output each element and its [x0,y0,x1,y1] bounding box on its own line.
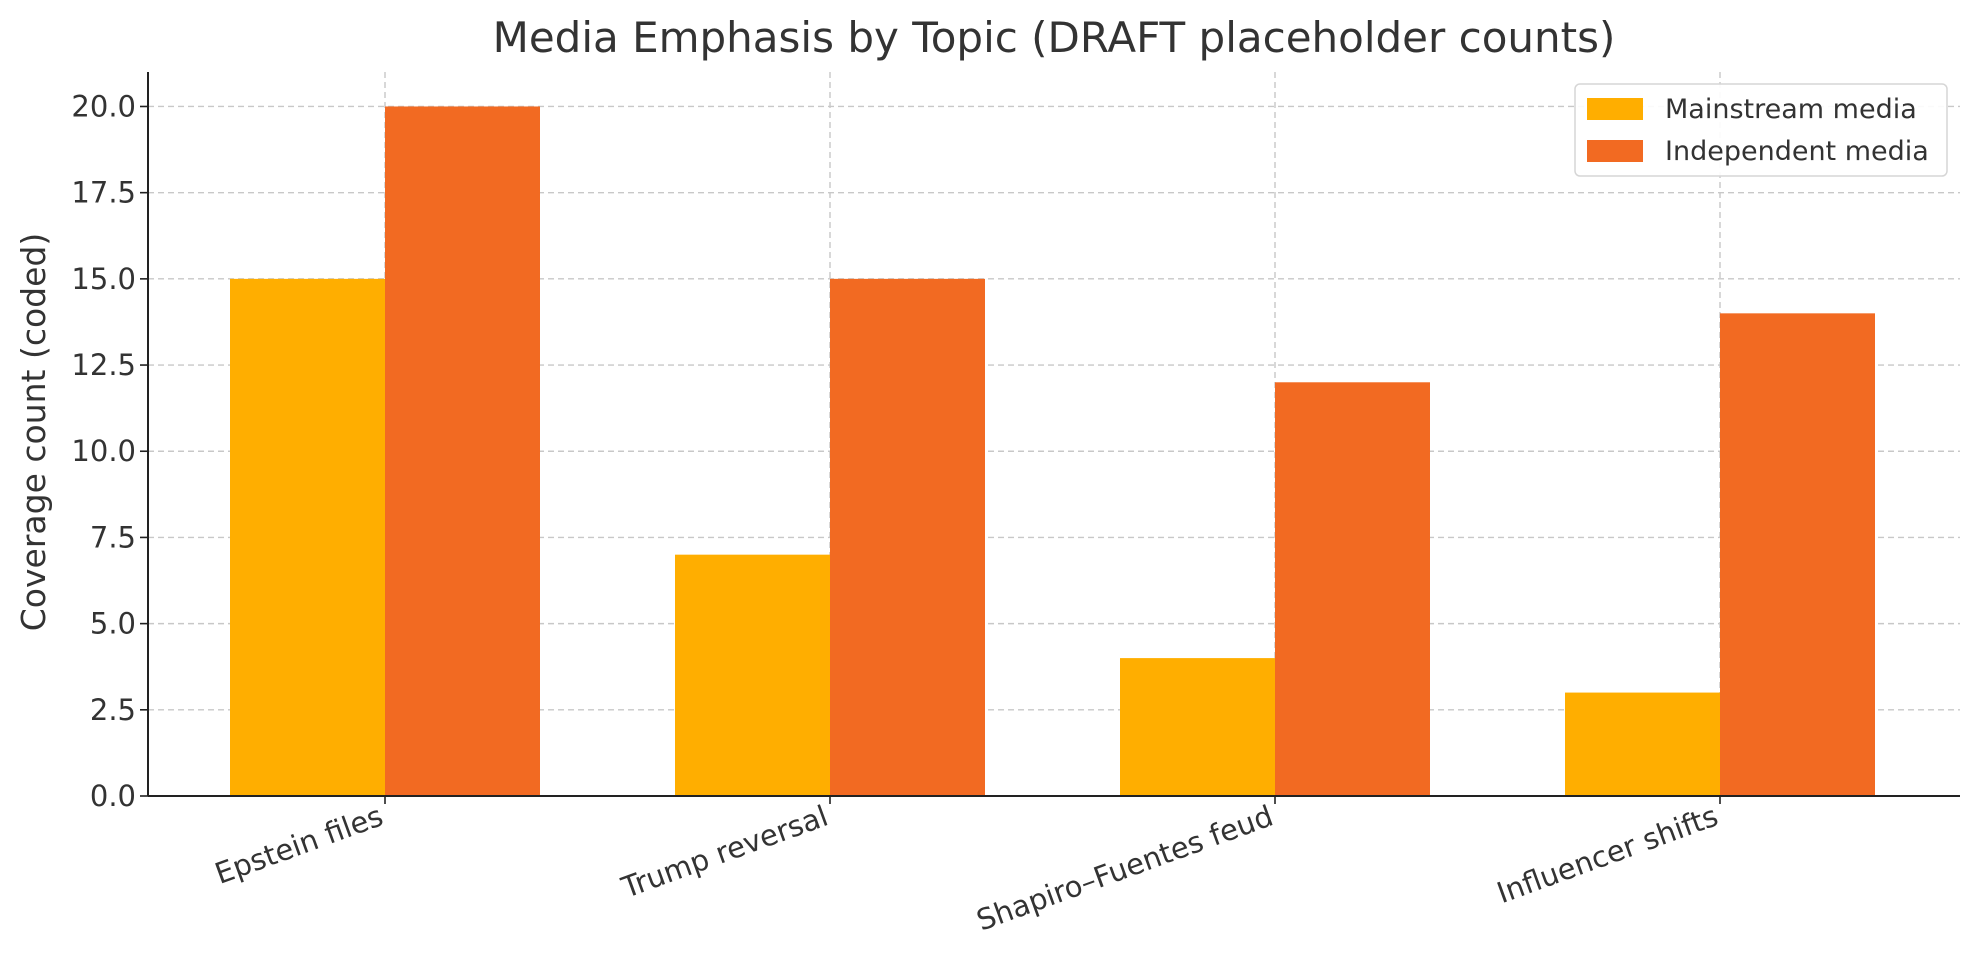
x-tick-label: Shapiro–Fuentes feud [972,799,1277,938]
chart-title: Media Emphasis by Topic (DRAFT placehold… [493,13,1616,62]
y-tick-label: 0.0 [90,779,136,813]
bar-independent [1275,382,1430,796]
axes [140,72,1960,804]
bar-mainstream [675,554,830,796]
legend-label-mainstream: Mainstream media [1665,94,1917,125]
legend: Mainstream media Independent media [1574,83,1948,177]
y-axis-label: Coverage count (coded) [14,233,53,631]
y-tick-label: 17.5 [71,176,136,210]
y-tick-label: 15.0 [71,262,136,296]
y-tick-label: 2.5 [90,693,136,727]
legend-swatch-independent [1587,140,1643,162]
bar-independent [385,106,540,796]
y-tick-label: 5.0 [90,607,136,641]
bar-mainstream [1565,692,1720,796]
y-tick-label: 20.0 [71,89,136,123]
x-tick-label: Trump reversal [616,799,832,905]
bar-mainstream [230,278,385,796]
bars [230,106,1875,796]
legend-box [1574,83,1948,177]
y-tick-label: 10.0 [71,434,136,468]
legend-swatch-mainstream [1587,98,1643,120]
y-tick-label: 12.5 [71,348,136,382]
bar-independent [1720,313,1875,796]
x-tick-label: Epstein files [210,799,387,891]
x-tick-label: Influencer shifts [1492,799,1722,910]
y-tick-label: 7.5 [90,520,136,554]
legend-label-independent: Independent media [1665,136,1929,167]
bar-independent [830,278,985,796]
bar-mainstream [1120,658,1275,796]
